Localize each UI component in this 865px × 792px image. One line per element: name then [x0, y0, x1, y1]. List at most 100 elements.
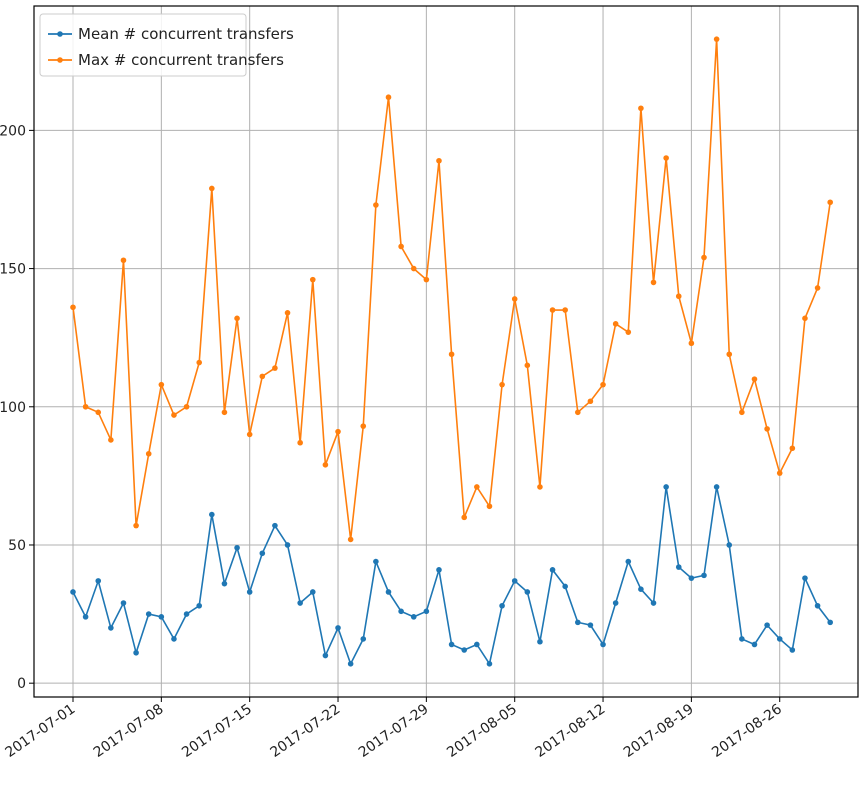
data-point — [600, 641, 606, 648]
data-point — [726, 351, 733, 358]
x-tick-label: 2017-08-05 — [444, 701, 520, 761]
data-point — [764, 622, 770, 628]
y-tick-label: 50 — [8, 538, 26, 554]
data-point — [436, 157, 442, 164]
data-point — [739, 409, 745, 416]
data-point — [701, 254, 707, 261]
data-point — [272, 365, 278, 371]
data-point — [171, 636, 177, 642]
data-point — [183, 611, 190, 617]
data-point — [410, 614, 417, 620]
data-point — [322, 652, 329, 659]
y-tick-label: 150 — [0, 262, 26, 278]
data-point — [423, 276, 430, 283]
data-point — [82, 403, 89, 410]
data-point — [587, 398, 594, 405]
data-point — [461, 647, 468, 653]
data-point — [259, 373, 266, 380]
data-point — [486, 503, 493, 510]
data-point — [537, 484, 543, 490]
data-point — [739, 636, 745, 642]
data-point — [284, 542, 291, 548]
data-point — [309, 276, 316, 283]
data-point — [234, 544, 240, 551]
data-point — [221, 409, 228, 416]
data-point — [701, 572, 707, 579]
data-point — [524, 589, 531, 595]
grid — [34, 6, 858, 697]
legend: Mean # concurrent transfers Max # concurr… — [39, 13, 294, 77]
data-point — [209, 185, 215, 192]
data-point — [410, 265, 417, 272]
y-tick-label: 100 — [0, 400, 26, 416]
data-point — [360, 423, 367, 429]
legend-label: Mean # concurrent transfers — [78, 25, 294, 43]
data-point — [827, 199, 833, 206]
data-point — [726, 542, 733, 548]
data-point — [360, 636, 367, 642]
data-point — [209, 511, 215, 518]
series-line — [72, 39, 831, 540]
data-point — [221, 580, 228, 587]
data-point — [675, 293, 682, 300]
data-point — [600, 381, 606, 388]
data-point — [562, 583, 568, 590]
data-point — [335, 428, 341, 435]
data-point — [95, 578, 102, 584]
data-point — [575, 619, 581, 626]
data-point — [373, 202, 379, 208]
data-point — [587, 622, 594, 628]
legend-swatch-marker — [57, 57, 63, 63]
data-point — [448, 351, 455, 358]
data-point — [650, 279, 657, 286]
data-point — [246, 431, 253, 438]
data-point — [650, 600, 657, 606]
data-point — [713, 484, 720, 490]
data-point — [108, 625, 114, 631]
data-point — [575, 409, 581, 416]
y-tick-label: 0 — [17, 676, 26, 692]
data-point — [612, 600, 619, 606]
data-point — [814, 285, 821, 291]
data-point — [183, 403, 190, 410]
data-point — [70, 304, 76, 311]
data-point — [196, 602, 202, 609]
data-point — [196, 359, 202, 366]
data-point — [70, 589, 76, 595]
series-line — [72, 486, 831, 666]
data-point — [802, 575, 808, 581]
data-point — [145, 450, 152, 457]
data-point — [171, 412, 177, 418]
data-point — [499, 381, 505, 388]
data-point — [562, 307, 568, 313]
data-point — [385, 94, 392, 101]
data-point — [133, 522, 139, 529]
data-point — [145, 611, 152, 617]
data-point — [625, 329, 632, 335]
data-point — [259, 550, 266, 557]
data-point — [688, 575, 695, 581]
data-point — [827, 619, 833, 626]
data-point — [461, 514, 468, 521]
data-point — [549, 307, 556, 313]
data-point — [675, 564, 682, 570]
data-point — [638, 105, 644, 112]
data-point — [158, 381, 165, 388]
x-tick-label: 2017-08-12 — [532, 701, 608, 761]
data-point — [108, 437, 114, 443]
data-point — [638, 586, 644, 593]
legend-label: Max # concurrent transfers — [78, 51, 284, 69]
data-point — [309, 589, 316, 595]
data-point — [436, 567, 442, 573]
data-point — [158, 614, 165, 620]
data-point — [789, 647, 796, 653]
data-point — [373, 558, 379, 565]
data-point — [95, 409, 102, 416]
legend-box — [39, 13, 247, 77]
plot-frame — [33, 5, 859, 698]
series-mean — [70, 484, 833, 667]
data-point — [234, 315, 240, 322]
data-point — [423, 608, 430, 615]
data-point — [688, 340, 695, 347]
